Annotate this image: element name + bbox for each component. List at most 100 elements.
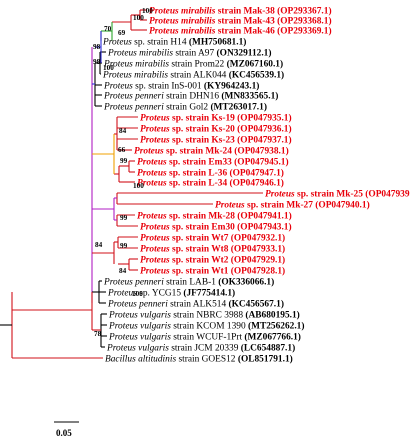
leaf-species: Proteus (140, 244, 170, 254)
leaf-label: Proteus sp. strain Ks-19 (OP047935.1) (140, 112, 292, 123)
leaf-accession: (OP047938.1) (234, 145, 288, 156)
bootstrap-value: 99 (120, 242, 128, 250)
leaf-strain: strain LAB-1 (164, 277, 218, 287)
leaf-species: Bacillus altitudinis (105, 354, 176, 364)
leaf-accession: (OP047932.1) (231, 232, 285, 243)
leaf-label: Proteus sp. strain Wt2 (OP047929.1) (140, 254, 285, 265)
leaf-species: Proteus penneri (103, 277, 164, 287)
leaf-strain: strain JCM 20339 (169, 343, 241, 353)
leaf-strain: sp. strain Em33 (167, 157, 234, 167)
leaf-accession: (MT263017.1) (210, 101, 267, 112)
leaf-accession: (OP047946.1) (229, 177, 283, 188)
leaf-species: Proteus penneri (103, 91, 164, 101)
leaf-accession: (ON329112.1) (217, 47, 272, 58)
leaf-label: Proteus sp. strain H14 (MH750681.1) (102, 36, 246, 47)
leaf-species: Proteus penneri (103, 102, 164, 112)
leaf-label: Proteus sp. strain Wt8 (OP047933.1) (140, 243, 285, 254)
leaf-label: Proteus mirabilis strain Prom22 (MZ06716… (103, 58, 283, 69)
leaf-label: Proteus penneri strain ALK514 (KC456567.… (107, 298, 284, 309)
leaf-strain: strain ALK514 (168, 299, 229, 309)
leaf-species: Proteus (265, 189, 295, 199)
leaf-label: Proteus sp. strain L-34 (OP047946.1) (137, 177, 284, 188)
leaf-strain: strain GOES12 (176, 354, 238, 364)
leaf-accession: (OP047943.1) (237, 221, 291, 232)
leaf-species: Proteus mirabilis (107, 48, 173, 58)
leaf-label: Proteus vulgaris strain JCM 20339 (LC654… (106, 342, 295, 353)
leaf-strain: sp. strain Ks-20 (170, 124, 237, 134)
leaf-accession: (OP047933.1) (231, 243, 285, 254)
leaf-accession: (MZ067766.1) (244, 331, 301, 342)
leaf-species: Proteus mirabilis (102, 70, 168, 80)
leaf-strain: sp. strain Em30 (170, 222, 237, 232)
leaf-species: Proteus penneri (107, 299, 168, 309)
leaf-accession: (OP047940.1) (315, 199, 369, 210)
leaf-accession: (OP047929.1) (231, 254, 285, 265)
leaf-label: Proteus sp. strain Mk-27 (OP047940.1) (215, 199, 370, 210)
bootstrap-value: 84 (95, 241, 103, 249)
leaf-strain: strain NBRC 3988 (171, 310, 245, 320)
bootstrap-value: 98 (93, 43, 101, 51)
leaf-label: Proteus mirabilis strain Mak-38 (OP29336… (149, 5, 332, 16)
leaf-label: Proteus sp. strain Wt7 (OP047932.1) (140, 232, 285, 243)
leaf-species: Proteus (107, 288, 137, 298)
leaf-label: Proteus vulgaris strain KCOM 1390 (MT256… (108, 320, 305, 331)
leaf-strain: strain WCUF-1Prt (171, 332, 245, 342)
leaf-label: Proteus vulgaris strain WCUF-1Prt (MZ067… (108, 331, 301, 342)
bootstrap-value: 100 (103, 64, 114, 72)
leaf-species: Proteus (140, 233, 170, 243)
leaf-strain: sp. strain L-34 (167, 178, 230, 188)
leaf-accession: (OK336066.1) (218, 276, 274, 287)
leaf-accession: (OP047935.1) (237, 112, 291, 123)
leaf-accession: (OP047947.1) (229, 167, 283, 178)
leaf-label: Proteus sp. strain Ks-23 (OP047937.1) (140, 134, 292, 145)
leaf-accession: (OP047945.1) (234, 156, 288, 167)
leaf-accession: (OP047928.1) (231, 265, 285, 276)
leaf-strain: strain A97 (173, 48, 217, 58)
bootstrap-value: 100 (133, 182, 144, 190)
leaf-label: Proteus sp. strain Em30 (OP047943.1) (140, 221, 292, 232)
leaf-label: Proteus penneri strain Gol2 (MT263017.1) (103, 101, 267, 112)
leaf-accession: (AB680195.1) (245, 309, 299, 320)
leaf-strain: strain Prom22 (169, 59, 227, 69)
leaf-accession: (OL851791.1) (238, 353, 293, 364)
bootstrap-value: 69 (118, 29, 126, 37)
leaf-species: Proteus mirabilis (149, 6, 216, 16)
leaf-label: Proteus sp. strain Mk-24 (OP047938.1) (134, 145, 289, 156)
leaf-species: Proteus (140, 222, 170, 232)
leaf-label: Bacillus altitudinis strain GOES12 (OL85… (105, 353, 293, 364)
bootstrap-value: 66 (118, 146, 126, 154)
leaf-accession: (OP047936.1) (237, 123, 291, 134)
leaf-label: Proteus mirabilis strain Mak-43 (OP29336… (149, 15, 332, 26)
leaf-species: Proteus mirabilis (149, 26, 216, 36)
leaf-strain: sp. strain H14 (132, 37, 189, 47)
bootstrap-value: 100 (142, 7, 153, 15)
leaf-strain: strain Gol2 (164, 102, 211, 112)
leaf-accession: (JF775414.1) (183, 287, 235, 298)
leaf-strain: sp. strain Wt7 (170, 233, 231, 243)
leaf-species: Proteus (134, 146, 164, 156)
bootstrap-value: 84 (119, 127, 127, 135)
leaf-label: Proteus penneri strain DHN16 (MN833565.1… (103, 90, 278, 101)
bootstrap-value: 99 (120, 157, 128, 165)
bootstrap-value: 84 (119, 267, 127, 275)
leaf-accession: (OP293369.1) (277, 25, 331, 36)
leaf-label: Proteus sp. strain Ks-20 (OP047936.1) (140, 123, 292, 134)
leaf-strain: strain Mak-43 (215, 16, 277, 26)
leaf-species: Proteus mirabilis (103, 59, 169, 69)
leaf-accession: (MT256262.1) (248, 320, 305, 331)
leaf-strain: strain ALK044 (168, 70, 229, 80)
leaf-species: Proteus (215, 200, 245, 210)
leaf-accession: (LC654887.1) (241, 342, 295, 353)
leaf-strain: sp. strain InS-001 (133, 81, 204, 91)
leaf-label: Proteus mirabilis strain Mak-46 (OP29336… (149, 25, 332, 36)
leaf-label: Proteus sp. strain L-36 (OP047947.1) (137, 167, 284, 178)
leaf-strain: strain Mak-46 (215, 26, 277, 36)
leaf-species: Proteus mirabilis (149, 16, 216, 26)
leaf-strain: sp. strain Ks-19 (170, 113, 237, 123)
leaf-strain: strain KCOM 1390 (171, 321, 248, 331)
leaf-strain: sp. strain Wt2 (170, 255, 231, 265)
bootstrap-value: 70 (104, 25, 112, 33)
leaf-accession: (OP047937.1) (237, 134, 291, 145)
leaf-species: Proteus (137, 178, 167, 188)
